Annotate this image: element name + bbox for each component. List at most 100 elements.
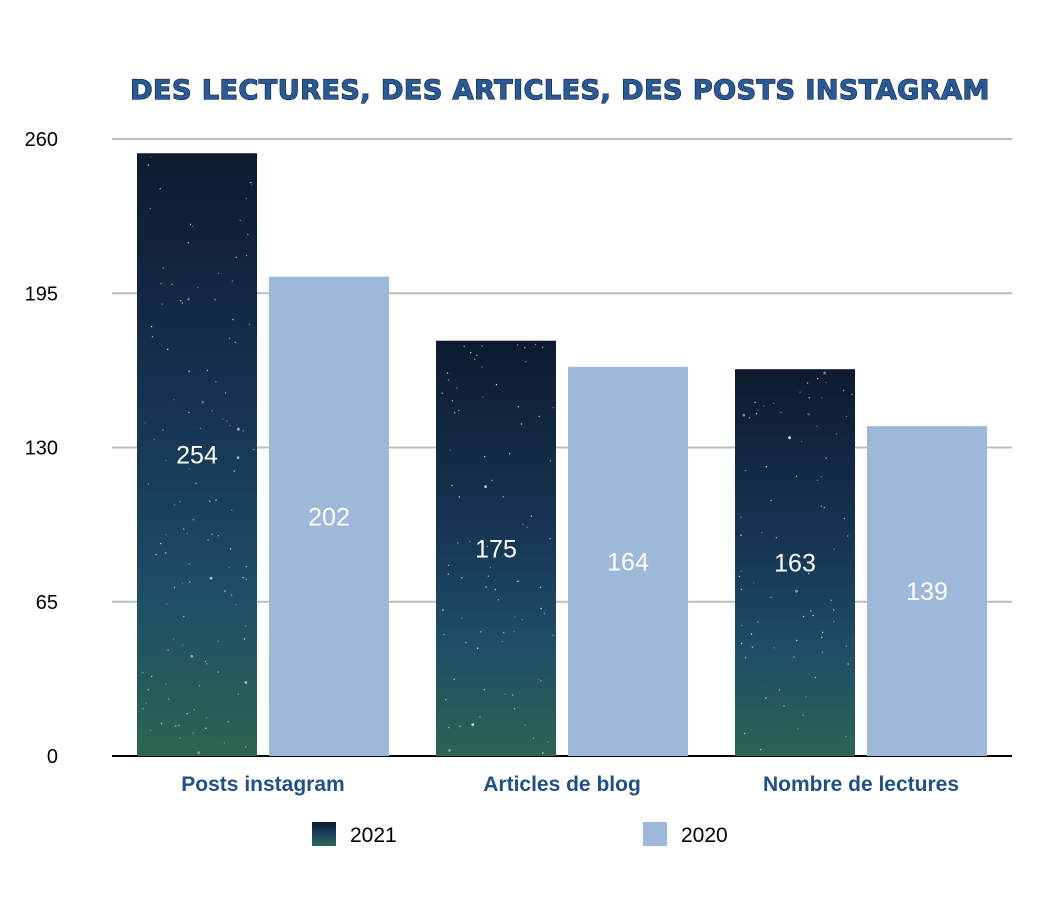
star-decoration	[772, 402, 775, 405]
star-decoration	[830, 599, 832, 601]
star-decoration	[206, 369, 209, 372]
star-decoration	[197, 751, 201, 755]
legend-swatch-2021	[312, 822, 336, 846]
star-decoration	[788, 436, 791, 440]
star-decoration	[780, 411, 782, 414]
star-decoration	[845, 645, 847, 647]
star-decoration	[162, 429, 164, 431]
star-decoration	[150, 156, 152, 158]
star-decoration	[751, 646, 754, 648]
star-decoration	[517, 580, 520, 582]
star-decoration	[181, 302, 183, 304]
star-decoration	[173, 586, 176, 589]
star-decoration	[501, 640, 504, 643]
star-decoration	[502, 496, 504, 498]
star-decoration	[765, 697, 767, 699]
star-decoration	[474, 358, 476, 360]
star-decoration	[740, 516, 742, 518]
star-decoration	[823, 371, 826, 375]
star-decoration	[522, 523, 524, 526]
star-decoration	[524, 724, 526, 726]
star-decoration	[244, 746, 247, 748]
star-decoration	[183, 528, 185, 530]
star-decoration	[186, 713, 188, 715]
star-decoration	[445, 699, 447, 701]
star-decoration	[748, 417, 751, 419]
star-decoration	[757, 621, 759, 623]
star-decoration	[145, 702, 147, 704]
star-decoration	[821, 651, 824, 653]
star-decoration	[513, 630, 515, 632]
star-decoration	[495, 384, 498, 386]
star-decoration	[224, 392, 227, 394]
star-decoration	[215, 499, 217, 501]
star-decoration	[160, 542, 162, 545]
star-decoration	[847, 663, 849, 665]
star-decoration	[845, 735, 847, 738]
star-decoration	[797, 728, 799, 730]
star-decoration	[514, 616, 516, 618]
star-decoration	[223, 742, 226, 744]
legend-label-2020: 2020	[681, 824, 728, 847]
star-decoration	[448, 726, 450, 729]
star-decoration	[526, 526, 528, 528]
star-decoration	[795, 570, 797, 573]
star-decoration	[495, 541, 497, 543]
star-decoration	[189, 581, 191, 583]
bar-2020-1	[568, 366, 688, 756]
star-decoration	[250, 184, 253, 186]
star-decoration	[165, 683, 167, 685]
star-decoration	[183, 615, 185, 618]
star-decoration	[808, 572, 810, 575]
star-decoration	[142, 672, 144, 674]
star-decoration	[233, 470, 235, 472]
star-decoration	[825, 381, 827, 384]
star-decoration	[171, 283, 173, 285]
star-decoration	[461, 617, 463, 619]
star-decoration	[234, 341, 236, 343]
data-label: 254	[176, 442, 218, 470]
star-decoration	[463, 345, 465, 348]
star-decoration	[835, 433, 838, 435]
star-decoration	[807, 412, 811, 416]
star-decoration	[205, 727, 207, 729]
star-decoration	[485, 586, 487, 588]
star-decoration	[211, 533, 213, 535]
legend: 2021 2020	[312, 822, 728, 847]
star-decoration	[833, 548, 835, 550]
bar-2021-1	[436, 340, 556, 756]
star-decoration	[508, 453, 511, 455]
star-decoration	[802, 615, 805, 618]
star-decoration	[198, 685, 201, 687]
labels-layer: 0 65 130 195 260 254 202 Posts instagram 175 164 A…	[25, 129, 959, 796]
star-decoration	[538, 678, 540, 681]
x-category-label: Articles de blog	[483, 773, 641, 796]
star-decoration	[805, 696, 807, 698]
star-decoration	[228, 337, 231, 339]
star-decoration	[253, 448, 255, 451]
star-decoration	[224, 590, 226, 592]
star-decoration	[459, 725, 461, 727]
star-decoration	[799, 391, 801, 393]
star-decoration	[814, 676, 817, 679]
star-decoration	[187, 297, 190, 301]
star-decoration	[175, 725, 177, 727]
star-decoration	[481, 345, 483, 347]
legend-label-2021: 2021	[350, 824, 397, 847]
star-decoration	[770, 499, 772, 502]
star-decoration	[214, 299, 216, 301]
star-decoration	[800, 440, 803, 442]
star-decoration	[795, 589, 798, 593]
star-decoration	[142, 708, 144, 710]
star-decoration	[207, 539, 209, 541]
star-decoration	[742, 413, 746, 417]
star-decoration	[199, 427, 202, 430]
star-decoration	[443, 634, 445, 636]
star-decoration	[820, 397, 823, 399]
star-decoration	[167, 698, 170, 700]
star-decoration	[242, 430, 244, 432]
bars-layer	[137, 153, 987, 756]
star-decoration	[449, 449, 451, 452]
star-decoration	[775, 537, 778, 539]
star-decoration	[165, 459, 167, 461]
